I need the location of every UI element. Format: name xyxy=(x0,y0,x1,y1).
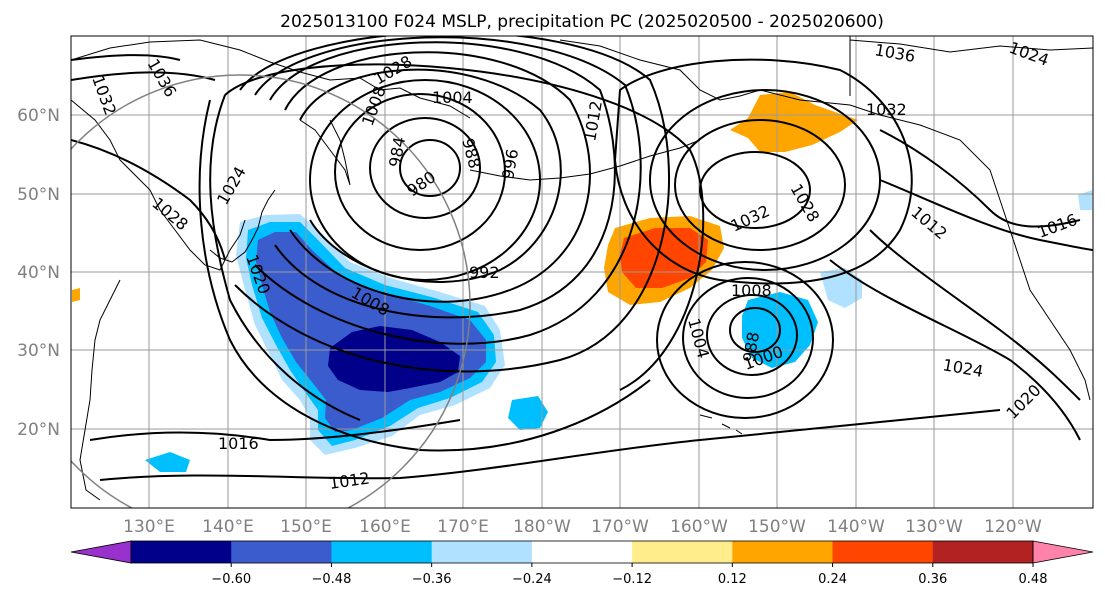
isobar-high-1032 xyxy=(699,151,811,229)
colorbar-tick-label: 0.24 xyxy=(818,572,847,587)
colorbar-tick-label: 0.12 xyxy=(718,572,747,587)
isobar-south-1012 xyxy=(99,409,1001,481)
lon-label: 150°E xyxy=(280,517,332,537)
isobar-low-992 xyxy=(309,79,541,281)
colorbar-tick-label: 0.36 xyxy=(918,572,947,587)
colorbar-segment xyxy=(531,541,633,563)
plot-title: 2025013100 F024 MSLP, precipitation PC (… xyxy=(280,12,884,32)
isobars xyxy=(71,36,1093,481)
lon-label: 130°W xyxy=(905,517,963,537)
isobar-1004 xyxy=(269,41,616,319)
precip-negative-small-b xyxy=(508,396,548,430)
lat-label: 50°N xyxy=(17,185,60,205)
isobar-label: 1032 xyxy=(866,100,907,119)
colorbar-segment xyxy=(632,541,733,563)
precip-positive-strong xyxy=(620,228,708,288)
colorbar-segment xyxy=(431,541,533,563)
lon-label: 140°W xyxy=(827,517,885,537)
lat-label: 30°N xyxy=(17,341,60,361)
isobar-label: 1008 xyxy=(731,281,772,300)
isobar-south-1016 xyxy=(89,419,461,442)
lat-label: 60°N xyxy=(17,106,60,126)
map-panel: 1036 1032 1028 1004 1012 1036 1024 1032 … xyxy=(70,35,1094,509)
lon-label: 120°W xyxy=(984,517,1042,537)
lon-label: 170°E xyxy=(437,517,489,537)
isobar-low2-988 xyxy=(729,307,781,353)
isobar-nw-1028 xyxy=(71,139,226,261)
precip-negative-small-a xyxy=(145,452,190,472)
isobar-label: 1016 xyxy=(218,434,259,453)
colorbar-tick-label: −0.36 xyxy=(412,572,452,587)
colorbar-segment xyxy=(732,541,834,563)
longitude-labels: 130°E 140°E 150°E 160°E 170°E 180°W 170°… xyxy=(123,517,1042,537)
colorbar-segment xyxy=(932,541,1034,563)
graticule xyxy=(71,36,1093,508)
colorbar-frame xyxy=(130,540,1034,564)
lon-label: 160°E xyxy=(359,517,411,537)
isobar-label: 1004 xyxy=(432,88,473,107)
colorbar-ticks: −0.60 −0.48 −0.36 −0.24 −0.12 0.12 0.24 0.36 0.4… xyxy=(211,563,1048,587)
colorbar-segment xyxy=(832,541,934,563)
isobar-low2-1008 xyxy=(656,261,834,419)
isobar-east-1024 xyxy=(869,229,1081,401)
isobar-high-1020 xyxy=(613,58,913,285)
isobar-1020 xyxy=(198,99,651,452)
lon-label: 150°W xyxy=(748,517,806,537)
coastline-north xyxy=(849,36,1093,96)
colorbar-tick-label: 0.48 xyxy=(1019,572,1048,587)
lat-label: 40°N xyxy=(17,263,60,283)
colorbar-tick-label: −0.24 xyxy=(512,572,552,587)
isobar-low-988 xyxy=(334,93,506,251)
isobar-nw-1032 xyxy=(71,71,216,81)
colorbar-segment xyxy=(131,541,232,563)
isobar-east-1012 xyxy=(879,129,1081,228)
isobar-low-980 xyxy=(399,139,461,197)
lon-label: 160°W xyxy=(670,517,728,537)
lon-label: 170°W xyxy=(591,517,649,537)
colorbar-segment xyxy=(331,541,433,563)
coastline-alaska xyxy=(559,39,1091,401)
isobar-low2-996 xyxy=(706,294,798,376)
latitude-labels: 60°N 50°N 40°N 30°N 20°N xyxy=(17,106,60,440)
colorbar-extend-max xyxy=(1032,540,1094,564)
lon-label: 180°W xyxy=(513,517,571,537)
colorbar-tick-label: −0.48 xyxy=(312,572,352,587)
coastline-hawaii xyxy=(699,414,743,435)
isobar-east-1020 xyxy=(829,259,1081,441)
isobar-1016 xyxy=(209,63,705,421)
colorbar-segments xyxy=(70,540,1094,564)
precip-positive-north xyxy=(730,92,858,152)
highlight-circle xyxy=(71,74,471,508)
isobar-high-1028 xyxy=(674,119,846,251)
precip-negative-small-c xyxy=(1078,190,1092,210)
isobar-low2-1004 xyxy=(682,277,814,399)
colorbar: −0.60 −0.48 −0.36 −0.24 −0.12 0.12 0.24 0.36 0.4… xyxy=(70,540,1094,587)
isobar-low-984 xyxy=(369,117,481,219)
isobar-1008 xyxy=(254,36,642,345)
isobar-1000 xyxy=(284,51,591,303)
colorbar-extend-min xyxy=(70,540,132,564)
precip-positive-small xyxy=(72,288,80,302)
lat-label: 20°N xyxy=(17,420,60,440)
coastline-asia xyxy=(71,39,471,501)
colorbar-tick-label: −0.12 xyxy=(612,572,652,587)
isobar-label: 992 xyxy=(469,263,500,282)
lon-label: 140°E xyxy=(202,517,254,537)
isobar-east-1016 xyxy=(879,179,1093,251)
colorbar-tick-label: −0.60 xyxy=(211,572,251,587)
map-frame xyxy=(70,35,1094,509)
isobar-nw-1036 xyxy=(71,54,181,61)
isobar-996 xyxy=(299,68,562,283)
lon-label: 130°E xyxy=(123,517,175,537)
colorbar-segment xyxy=(231,541,332,563)
